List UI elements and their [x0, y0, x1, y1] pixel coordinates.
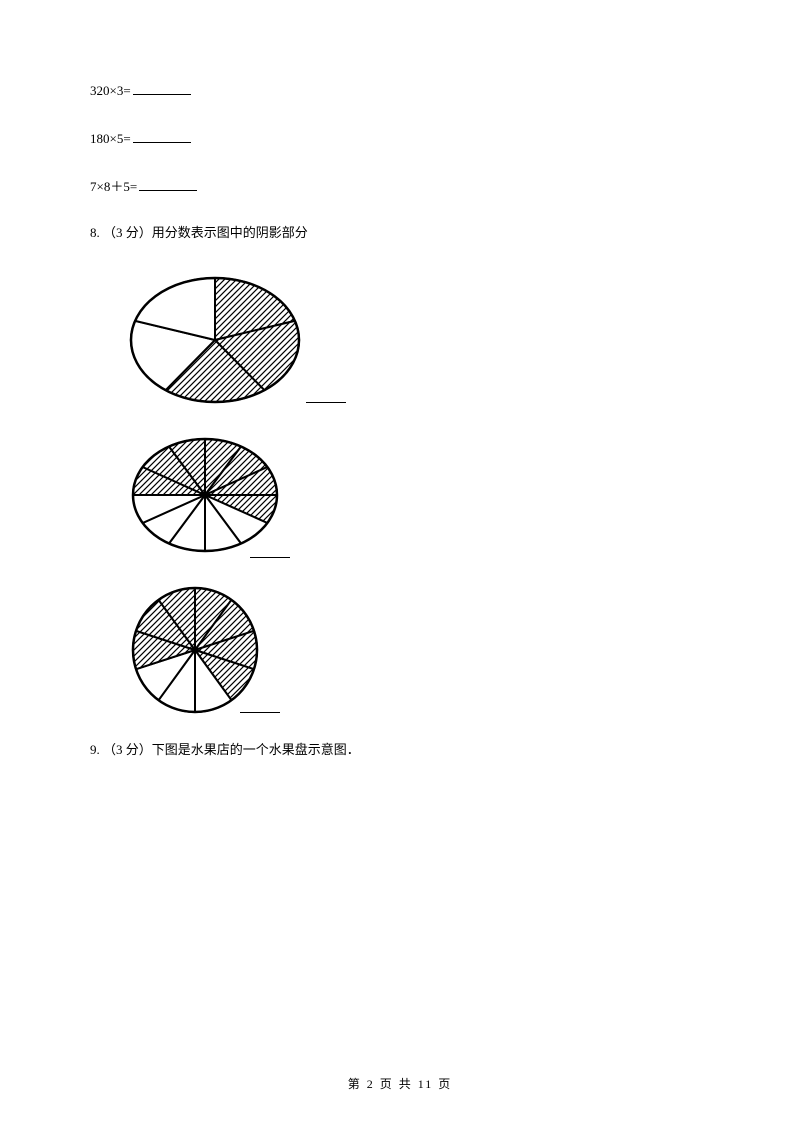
question-9: 9. （3 分）下图是水果店的一个水果盘示意图．	[90, 740, 710, 761]
q8-text: 用分数表示图中的阴影部分	[152, 225, 308, 240]
footer-text: 第 2 页 共 11 页	[348, 1077, 453, 1091]
diagram-2-blank[interactable]	[250, 545, 290, 558]
page-content: 320×3= 180×5= 7×8＋5= 8. （3 分）用分数表示图中的阴影部…	[0, 0, 800, 761]
q8-number: 8.	[90, 225, 100, 240]
page-footer: 第 2 页 共 11 页	[0, 1075, 800, 1092]
diagram-3-svg	[120, 580, 270, 720]
diagram-1-blank[interactable]	[306, 390, 346, 403]
answer-blank[interactable]	[133, 80, 191, 95]
diagram-3-blank[interactable]	[240, 700, 280, 713]
equation-line: 180×5=	[90, 128, 710, 150]
equation-line: 320×3=	[90, 80, 710, 102]
equation-line: 7×8＋5=	[90, 176, 710, 198]
answer-blank[interactable]	[139, 176, 197, 191]
diagram-2-svg	[120, 430, 290, 560]
q9-points: （3 分）	[103, 742, 152, 757]
diagram-3-row	[120, 580, 710, 720]
q9-text: 下图是水果店的一个水果盘示意图．	[152, 742, 360, 757]
diagrams-block	[120, 270, 710, 720]
equation-text: 180×5=	[90, 131, 131, 146]
equation-text: 7×8＋5=	[90, 179, 137, 194]
question-8: 8. （3 分）用分数表示图中的阴影部分	[90, 223, 710, 244]
diagram-2-row	[120, 430, 710, 560]
diagram-1-svg	[120, 270, 310, 410]
q9-number: 9.	[90, 742, 100, 757]
diagram-1-row	[120, 270, 710, 410]
equation-text: 320×3=	[90, 83, 131, 98]
q8-points: （3 分）	[103, 225, 152, 240]
answer-blank[interactable]	[133, 128, 191, 143]
